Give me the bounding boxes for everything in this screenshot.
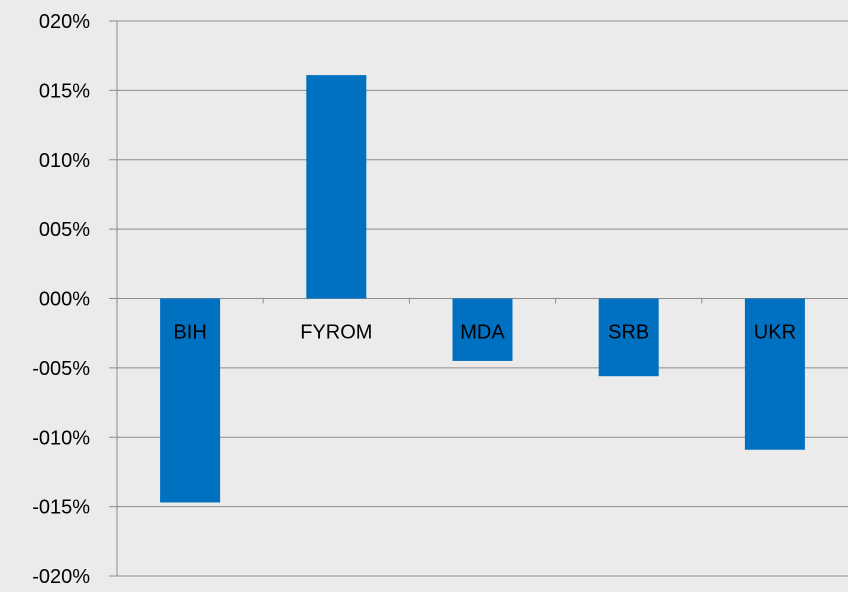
- y-tick-label: 015%: [39, 80, 90, 102]
- y-tick-label: -020%: [32, 566, 90, 587]
- y-tick-label: 000%: [39, 289, 90, 311]
- y-tick-label: 020%: [39, 11, 90, 33]
- category-label: FYROM: [300, 322, 372, 344]
- category-label: MDA: [460, 322, 505, 344]
- category-label: SRB: [608, 322, 649, 344]
- y-tick-label: -005%: [32, 358, 90, 380]
- bar-ukr: [744, 298, 805, 450]
- category-label: BIH: [173, 322, 206, 344]
- category-label: UKR: [754, 322, 796, 344]
- y-tick-label: -015%: [32, 497, 90, 519]
- y-tick-label: 010%: [39, 150, 90, 172]
- bar-bih: [160, 298, 221, 503]
- y-tick-label: -010%: [32, 427, 90, 449]
- y-tick-label: 005%: [39, 219, 90, 241]
- bar-mda: [452, 298, 513, 361]
- bar-fyrom: [306, 75, 367, 299]
- bar-srb: [598, 298, 659, 377]
